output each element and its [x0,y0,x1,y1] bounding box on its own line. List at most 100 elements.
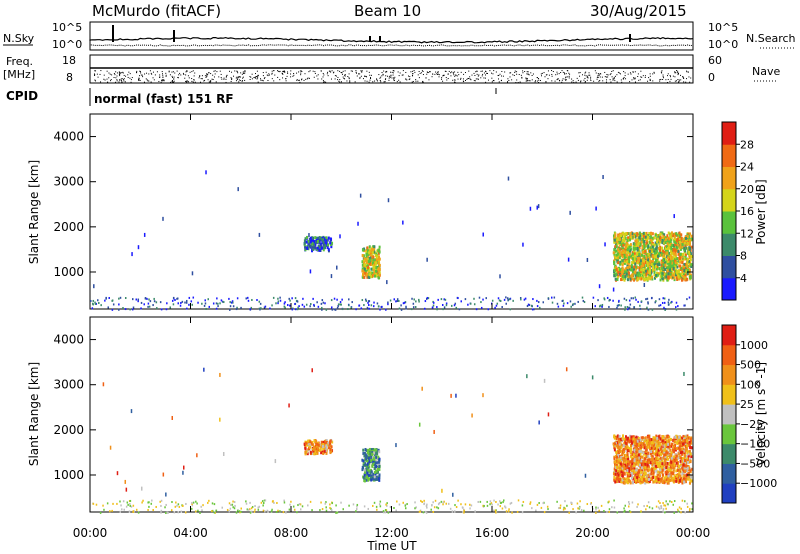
nave-dot [110,79,112,81]
nave-dot [474,74,476,76]
nave-dot [193,79,195,81]
nave-dot [390,74,392,76]
scatter-cell [626,305,629,308]
nave-dot [236,70,238,72]
nave-dot [466,78,468,80]
scatter-cell [633,278,636,282]
scatter-cell [639,275,642,279]
scatter-cell [296,511,298,514]
scatter-cell [684,255,687,259]
scatter-cell [617,267,620,271]
scatter-cell [611,506,613,509]
nave-dot [617,71,619,73]
scatter-cell [331,308,334,311]
nave-dot [386,71,388,73]
scatter-cell [368,456,371,460]
nave-dot [328,70,330,72]
scatter-cell [623,268,626,272]
scatter-cell [258,300,261,303]
scatter-cell [445,304,448,307]
scatter-cell [320,302,323,305]
nave-dot [201,78,203,80]
scatter-cell [613,259,616,263]
nave-dot [596,76,598,78]
nave-dot [633,78,635,80]
scatter-cell [365,267,368,271]
scatter-cell [510,501,513,504]
scatter-cell [644,256,647,260]
scatter-cell [622,249,625,253]
nave-dot [242,80,244,82]
scatter-cell [283,302,286,305]
scatter-cell [340,303,342,306]
scatter-cell [635,447,638,451]
scatter-cell [626,251,629,255]
scatter-cell [372,261,375,265]
scatter-cell [686,502,688,505]
nave-dot [473,80,475,82]
nave-dot [412,81,414,83]
scatter-cell [378,503,381,506]
scatter-cell [595,206,597,211]
scatter-cell [680,243,683,247]
scatter-cell [564,500,566,503]
scatter-cell [662,235,665,239]
scatter-cell [626,266,629,270]
nave-dot [354,81,356,83]
nave-dot [359,77,361,79]
nave-dot [587,75,589,77]
nave-dot [257,74,259,76]
nave-dot [647,80,649,82]
scatter-cell [356,505,358,508]
scatter-cell [687,234,690,238]
scatter-cell [404,507,407,510]
scatter-cell [362,254,365,258]
scatter-cell [645,272,648,276]
nave-dot [231,71,233,73]
scatter-cell [164,506,166,509]
scatter-cell [402,220,404,225]
scatter-cell [236,306,238,309]
scatter-cell [645,448,648,452]
scatter-cell [103,508,105,511]
scatter-cell [660,246,663,250]
scatter-cell [171,415,174,420]
scatter-cell [629,232,632,236]
scatter-cell [371,447,374,451]
scatter-cell [364,470,367,474]
nave-dot [405,78,407,80]
scatter-cell [111,308,114,311]
scatter-cell [656,259,659,263]
scatter-cell [529,502,531,505]
scatter-cell [628,502,631,505]
scatter-cell [308,447,311,451]
nave-dot [677,79,679,81]
scatter-cell [371,455,374,459]
scatter-cell [626,472,629,476]
nave-dot [436,73,438,75]
scatter-cell [680,511,682,514]
nave-dot [161,73,163,75]
scatter-cell [636,277,639,281]
scatter-cell [195,500,197,503]
nave-dot [672,75,674,77]
scatter-cell [340,501,342,504]
scatter-cell [621,466,624,470]
nave-dot [118,71,120,73]
scatter-cell [219,302,221,305]
scatter-cell [367,464,370,468]
nave-dot [130,79,132,81]
scatter-cell [634,265,637,269]
nave-dot [444,70,446,72]
nave-dot [212,79,214,81]
nave-dot [580,81,582,83]
nave-dot [300,72,302,74]
nave-dot [267,79,269,81]
scatter-cell [666,261,669,265]
nave-dot [434,73,436,75]
nave-dot [266,74,268,76]
scatter-cell [656,265,659,269]
scatter-cell [363,267,366,271]
scatter-cell [688,252,691,256]
scatter-cell [615,245,618,249]
